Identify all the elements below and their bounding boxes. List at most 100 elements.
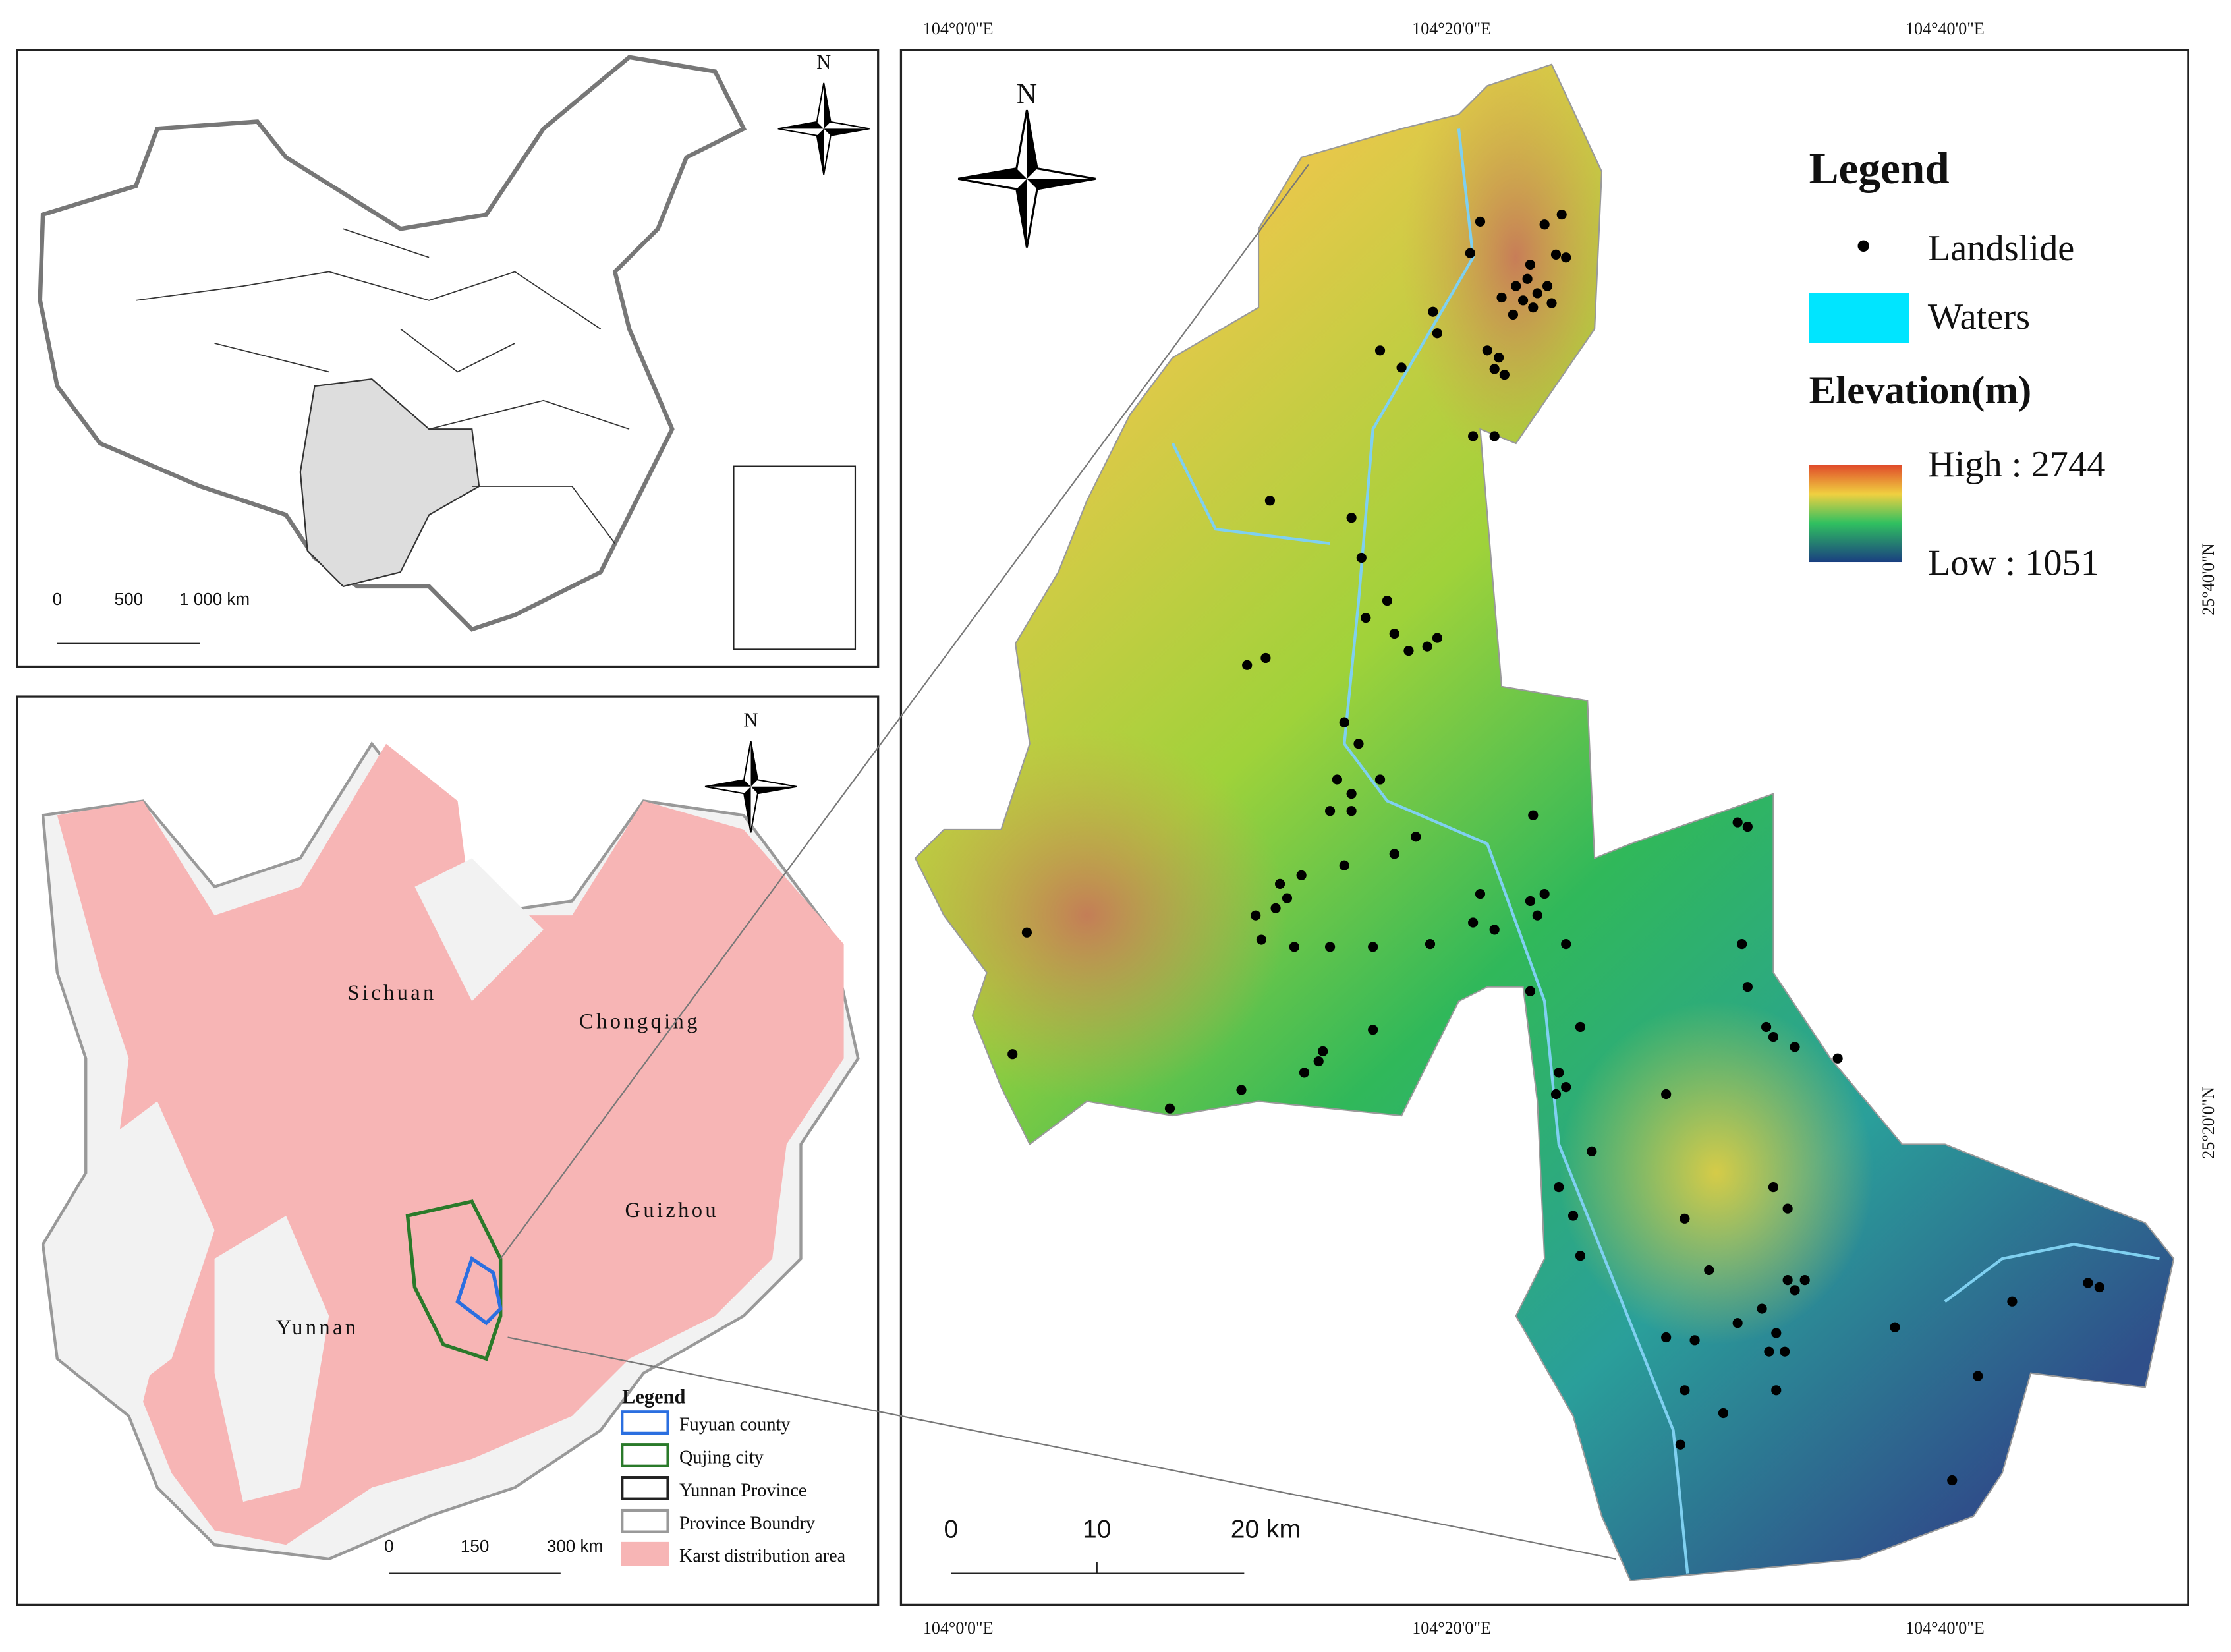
- place-label: Sichuan: [347, 981, 436, 1005]
- landslide-point: [1539, 889, 1550, 899]
- landslide-point: [1680, 1385, 1690, 1396]
- landslide-point: [1675, 1439, 1685, 1450]
- coord-label: 104°40'0"E: [1906, 1618, 1985, 1638]
- coord-label: 25°20'0"N: [2199, 1087, 2218, 1159]
- north-label: N: [816, 51, 831, 73]
- landslide-point: [1790, 1285, 1800, 1296]
- landslide-point: [1525, 259, 1536, 270]
- river: [1171, 128, 2160, 1574]
- compass: [704, 741, 797, 833]
- zoom-line: [499, 163, 1309, 1259]
- legend-water-swatch: [1809, 293, 1909, 343]
- landslide-point: [1353, 739, 1364, 749]
- legend-label: Province Boundry: [679, 1513, 815, 1533]
- landslide-point: [1732, 1318, 1743, 1328]
- landslide-point: [1768, 1182, 1779, 1193]
- landslide-point: [1389, 628, 1399, 639]
- landslide-point: [1587, 1146, 1597, 1156]
- landslide-point: [1718, 1408, 1729, 1419]
- landslide-point: [1680, 1213, 1690, 1224]
- zoom-line: [507, 1336, 1616, 1560]
- qujing-boundary: [405, 1199, 503, 1361]
- landslide-point: [1742, 821, 1753, 832]
- landslide-point: [2083, 1278, 2093, 1288]
- compass-star-dark: [777, 82, 870, 175]
- landslide-point: [1489, 364, 1500, 374]
- coord-label: 104°0'0"E: [923, 1618, 994, 1638]
- landslide-point: [1550, 1089, 1562, 1100]
- north-label: N: [1017, 78, 1037, 109]
- legend-title: Legend: [1809, 144, 1950, 193]
- landslide-point: [1368, 1025, 1378, 1035]
- landslide-point: [1482, 345, 1492, 356]
- landslide-point: [1389, 849, 1399, 859]
- landslide-points: [1007, 209, 2104, 1486]
- landslide-point: [1251, 910, 1261, 921]
- landslide-point: [1528, 810, 1539, 820]
- landslide-point: [1508, 309, 1518, 320]
- landslide-point: [1324, 806, 1336, 816]
- landslide-point: [1403, 646, 1414, 656]
- landslide-point: [1242, 660, 1253, 670]
- landslide-point: [1771, 1328, 1782, 1338]
- landslide-point: [1270, 903, 1281, 913]
- scale-label: 0: [53, 589, 62, 609]
- scale-label: 0: [944, 1515, 959, 1543]
- coord-label: 104°20'0"E: [1412, 1618, 1491, 1638]
- landslide-point: [1556, 209, 1567, 220]
- landslide-point: [1771, 1385, 1782, 1396]
- landslide-point: [1768, 1032, 1779, 1042]
- landslide-point: [1374, 345, 1386, 356]
- landslide-point: [1356, 552, 1367, 563]
- legend-swatch: [621, 1476, 669, 1500]
- landslide-point: [1465, 248, 1475, 258]
- landslide-point: [1494, 353, 1504, 363]
- landslide-point: [1468, 917, 1479, 928]
- landslide-point: [1790, 1042, 1800, 1052]
- landslide-point: [2094, 1282, 2104, 1293]
- legend-label: Low : 1051: [1928, 543, 2099, 584]
- landslide-point: [1422, 641, 1432, 652]
- landslide-point: [1554, 1068, 1564, 1078]
- landslide-point: [1546, 298, 1557, 308]
- coord-label: 104°20'0"E: [1412, 19, 1491, 38]
- landslide-point: [1832, 1053, 1843, 1064]
- landslide-point: [1324, 942, 1336, 952]
- landslide-point: [1275, 878, 1285, 890]
- landslide-point: [1299, 1068, 1310, 1078]
- landslide-point: [1368, 942, 1378, 952]
- landslide-point: [1764, 1346, 1774, 1357]
- landslide-point: [1737, 938, 1747, 950]
- landslide-point: [1532, 288, 1542, 299]
- legend-label: Karst distribution area: [679, 1546, 846, 1566]
- legend-label: Fuyuan county: [679, 1415, 790, 1435]
- compass: [777, 82, 870, 175]
- landslide-point: [1532, 910, 1542, 921]
- legend-dot: [1857, 240, 1869, 252]
- landslide-point: [1799, 1275, 1810, 1286]
- legend-label: High : 2744: [1928, 444, 2106, 485]
- landslide-point: [1561, 252, 1571, 263]
- landslide-point: [1525, 896, 1536, 907]
- scale-label: 150: [461, 1536, 489, 1556]
- landslide-point: [1761, 1021, 1772, 1033]
- scale-label: 10: [1083, 1515, 1111, 1543]
- place-label: Guizhou: [625, 1199, 719, 1222]
- landslide-point: [1575, 1021, 1586, 1033]
- coord-label: 104°0'0"E: [923, 19, 994, 38]
- landslide-point: [1528, 302, 1539, 313]
- landslide-point: [1475, 889, 1486, 899]
- landslide-point: [1260, 652, 1271, 664]
- landslide-point: [1489, 925, 1500, 935]
- landslide-point: [1475, 216, 1486, 227]
- landslide-point: [1296, 870, 1307, 880]
- landslide-point: [1468, 431, 1479, 441]
- highlight-provinces: [299, 378, 480, 588]
- landslide-point: [1522, 273, 1533, 284]
- scale-label: 0: [384, 1536, 393, 1556]
- legend-swatch: [621, 1443, 669, 1467]
- landslide-point: [1567, 1211, 1579, 1221]
- landslide-point: [1732, 817, 1743, 828]
- landslide-point: [1757, 1303, 1767, 1314]
